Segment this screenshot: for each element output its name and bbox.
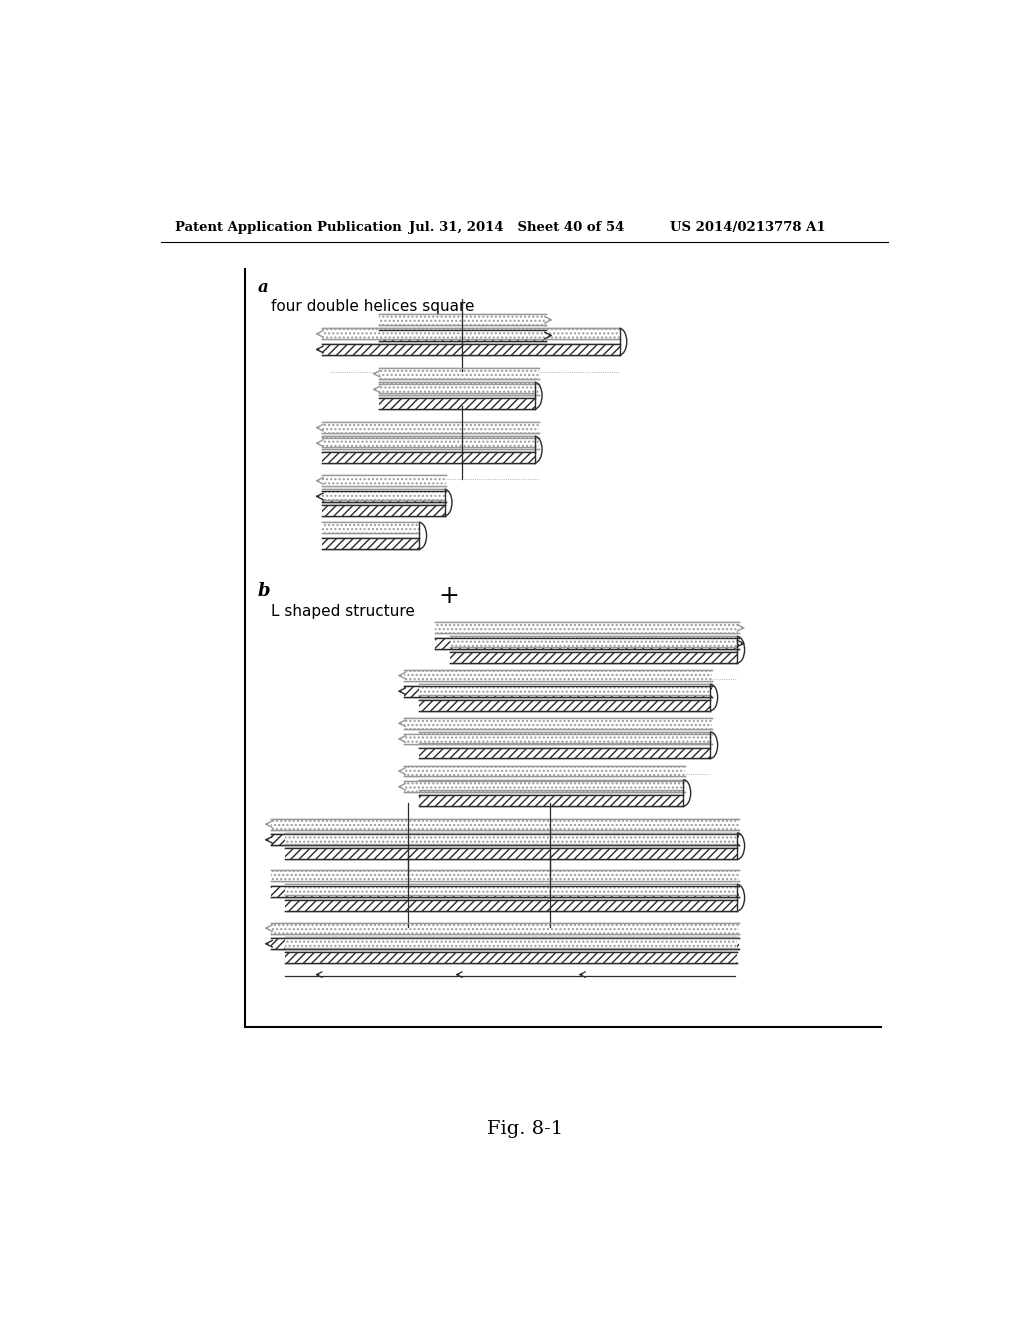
Bar xyxy=(322,422,539,433)
Bar xyxy=(322,436,535,447)
Bar xyxy=(419,731,711,743)
Bar xyxy=(379,368,539,379)
Text: Jul. 31, 2014   Sheet 40 of 54: Jul. 31, 2014 Sheet 40 of 54 xyxy=(410,222,625,234)
Bar xyxy=(379,330,547,341)
Bar xyxy=(270,818,739,829)
Bar xyxy=(322,490,444,500)
Bar xyxy=(451,636,737,647)
Bar xyxy=(322,491,446,502)
Bar xyxy=(322,523,419,533)
Text: US 2014/0213778 A1: US 2014/0213778 A1 xyxy=(670,222,825,234)
Bar xyxy=(419,684,711,694)
Bar xyxy=(379,384,539,395)
Text: a: a xyxy=(258,280,268,296)
Text: four double helices square: four double helices square xyxy=(271,298,475,314)
Text: L shaped structure: L shaped structure xyxy=(271,603,416,619)
Bar xyxy=(403,766,685,776)
Bar xyxy=(419,700,711,710)
Bar xyxy=(403,671,712,681)
Bar xyxy=(451,652,737,663)
Text: Patent Application Publication: Patent Application Publication xyxy=(175,222,402,234)
Bar xyxy=(403,686,712,697)
Bar xyxy=(285,884,737,895)
Bar xyxy=(322,451,535,463)
Bar xyxy=(270,870,739,882)
Bar xyxy=(435,638,739,649)
Text: Fig. 8-1: Fig. 8-1 xyxy=(486,1119,563,1138)
Bar xyxy=(322,438,539,449)
Bar xyxy=(379,314,547,325)
Bar xyxy=(403,718,712,729)
Bar xyxy=(403,781,685,792)
Bar xyxy=(322,506,444,516)
Bar xyxy=(379,399,535,409)
Bar xyxy=(322,539,419,549)
Bar xyxy=(270,834,739,845)
Bar xyxy=(403,734,712,744)
Bar xyxy=(379,383,535,393)
Bar xyxy=(285,833,737,843)
Bar xyxy=(270,939,739,949)
Bar xyxy=(419,780,683,791)
Bar xyxy=(285,937,737,948)
Bar xyxy=(419,796,683,807)
Text: b: b xyxy=(258,582,270,601)
Bar xyxy=(322,475,446,486)
Text: +: + xyxy=(438,583,459,607)
Bar xyxy=(322,345,620,355)
Bar xyxy=(270,923,739,933)
Bar xyxy=(285,900,737,911)
Bar xyxy=(435,623,739,634)
Bar xyxy=(322,329,620,339)
Bar xyxy=(285,849,737,859)
Bar xyxy=(285,953,737,964)
Bar xyxy=(419,747,711,759)
Bar xyxy=(270,886,739,896)
